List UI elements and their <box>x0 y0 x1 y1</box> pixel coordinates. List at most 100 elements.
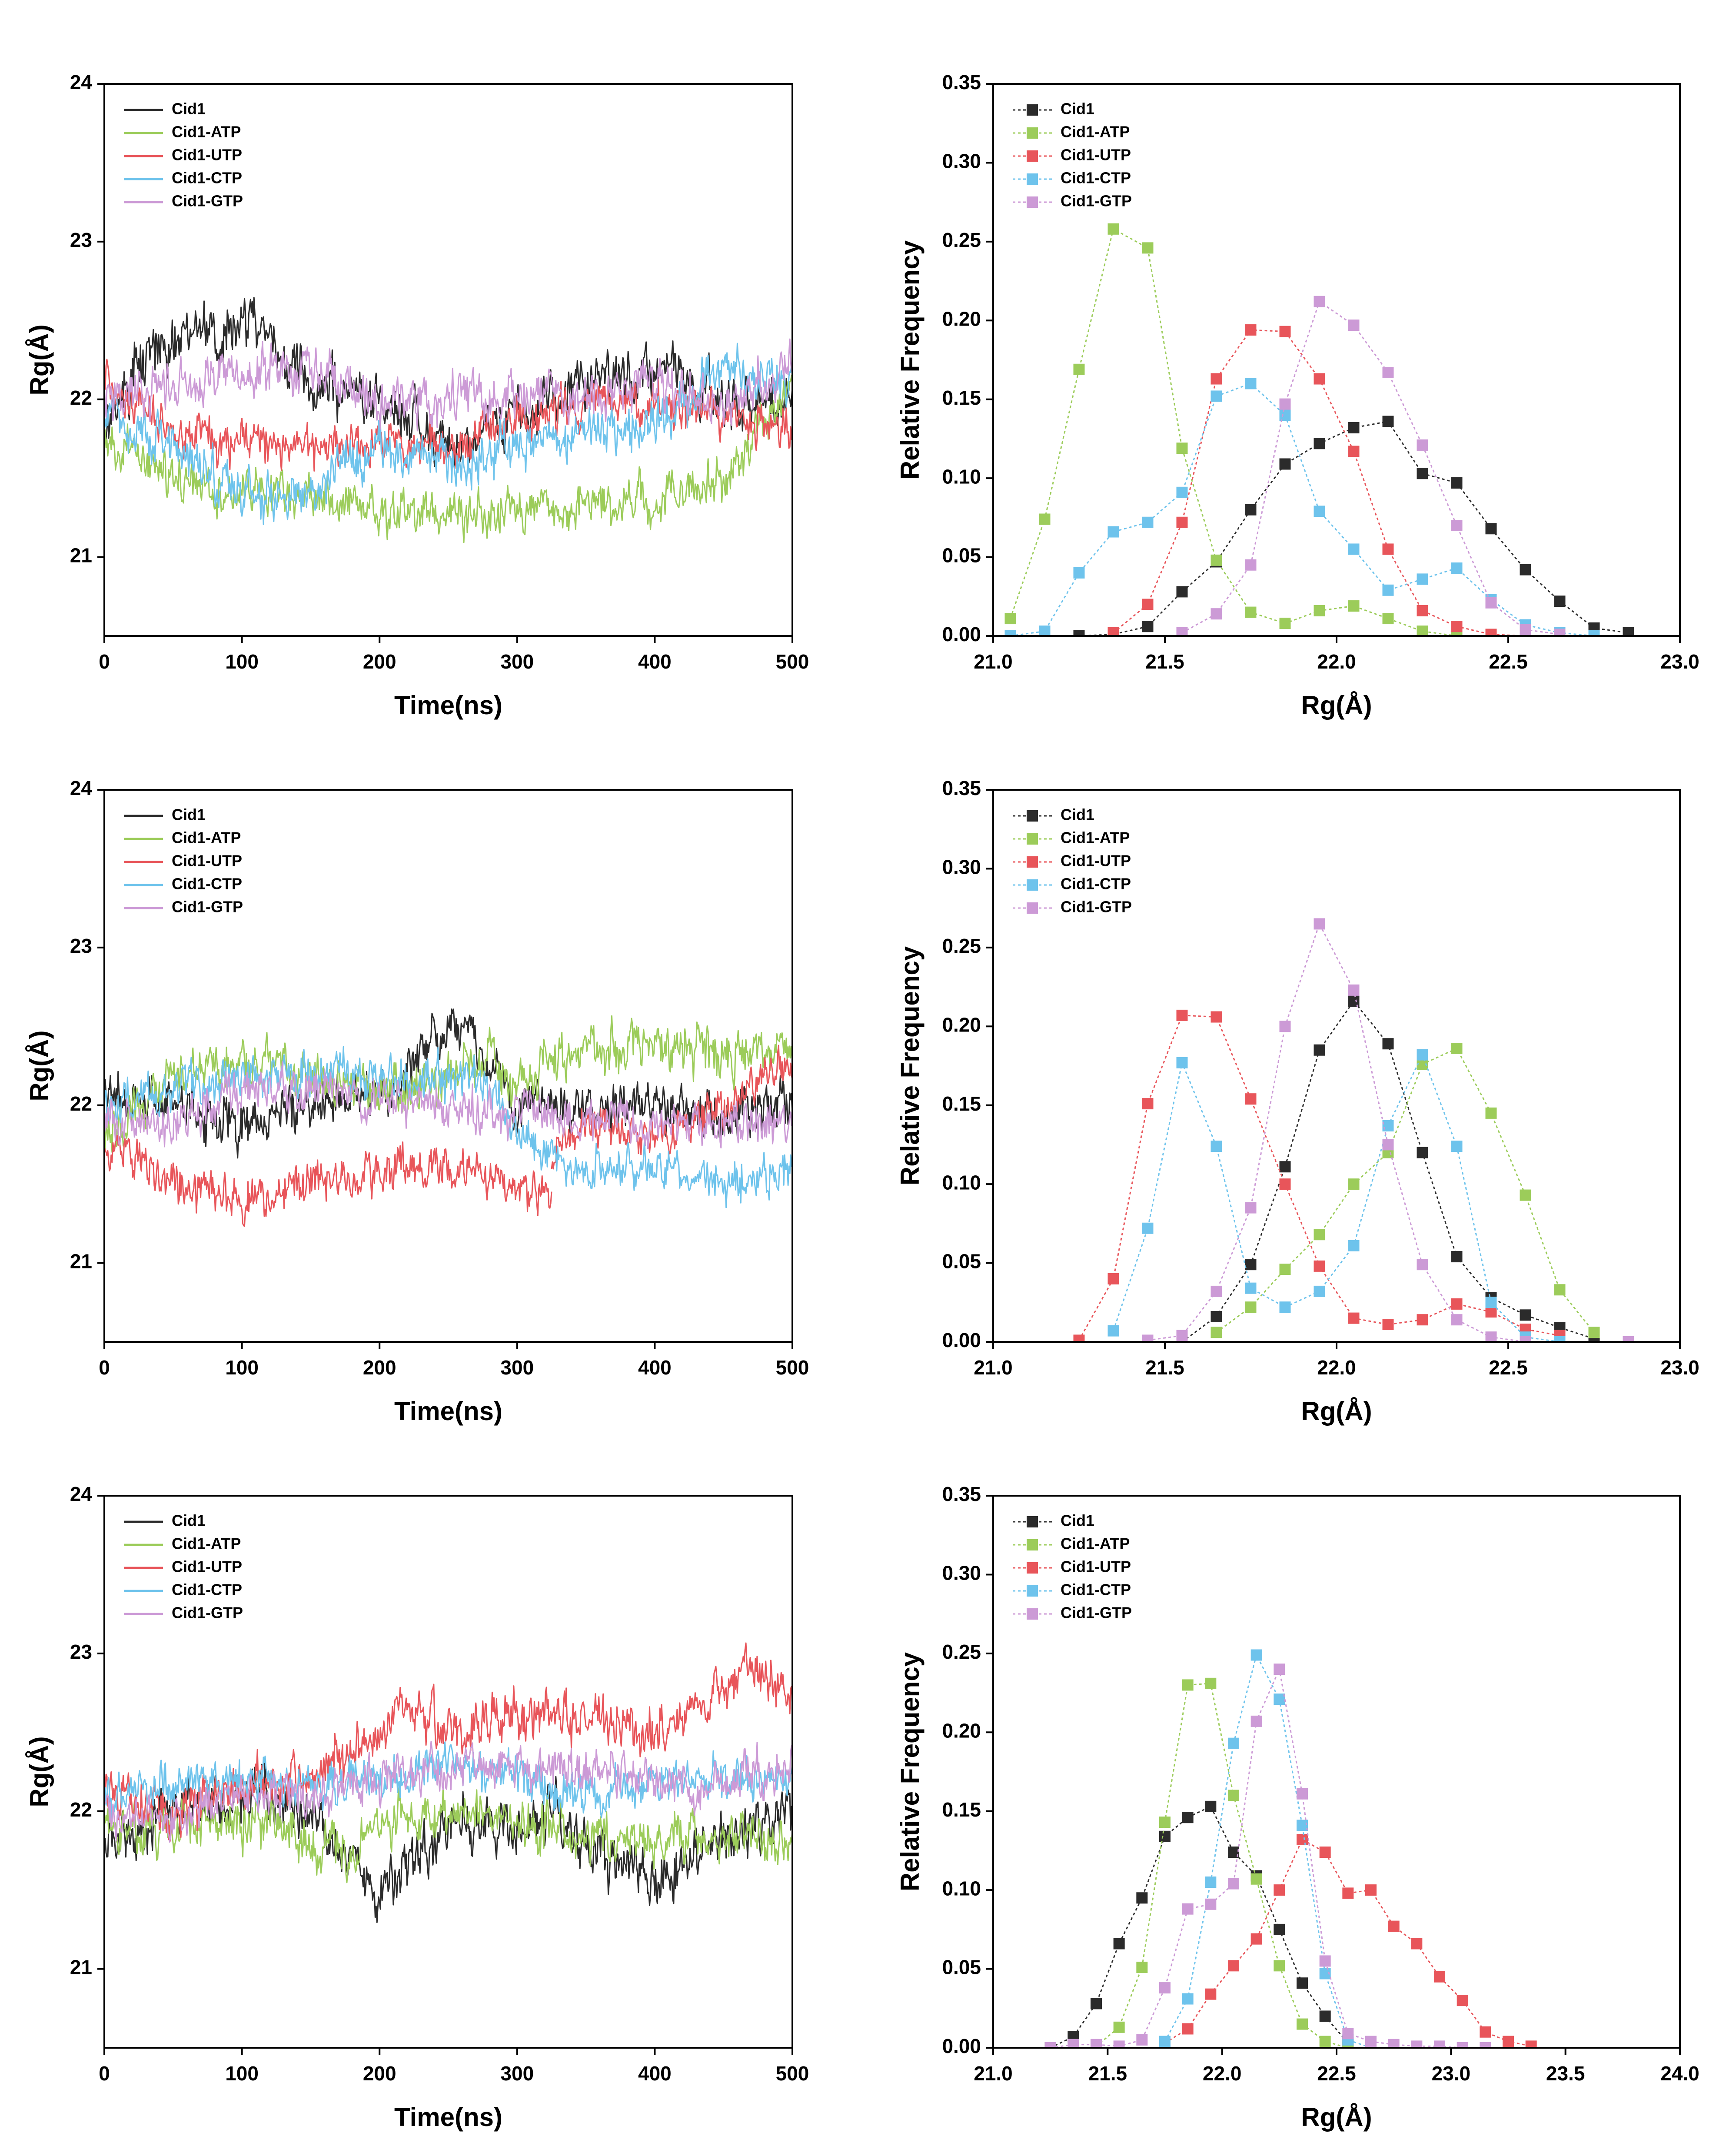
x-tick-label: 200 <box>363 650 396 673</box>
y-tick-label: 24 <box>70 1483 93 1505</box>
x-tick-label: 24.0 <box>1660 2062 1699 2085</box>
series-group <box>1073 918 1634 1342</box>
series-line-cid1-atp <box>1216 1048 1595 1333</box>
series-group <box>1004 223 1634 636</box>
legend-item: Cid1-ATP <box>1061 1535 1130 1553</box>
legend-item: Cid1-CTP <box>1061 875 1131 893</box>
data-point <box>1250 1873 1262 1885</box>
x-axis-title: Time(ns) <box>394 2103 502 2132</box>
legend-swatch-marker <box>1027 856 1038 868</box>
legend-swatch-marker <box>1027 196 1038 208</box>
data-point <box>1365 2036 1377 2047</box>
legend-item: Cid1-GTP <box>1061 898 1132 916</box>
data-point <box>1205 1677 1217 1689</box>
legend-item: Cid1 <box>172 1512 206 1530</box>
y-tick-label: 23 <box>70 1640 92 1663</box>
y-tick-label: 0.20 <box>942 1013 981 1036</box>
data-point <box>1279 458 1291 470</box>
x-tick-label: 22.5 <box>1317 2062 1356 2085</box>
x-tick-label: 21.5 <box>1088 2062 1127 2085</box>
data-point <box>1142 242 1154 254</box>
data-point <box>1348 422 1360 434</box>
data-point <box>1250 1933 1262 1945</box>
legend-swatch-marker <box>1027 150 1038 162</box>
y-tick-label: 0.35 <box>942 1483 981 1505</box>
data-point <box>1348 1178 1360 1190</box>
data-point <box>1348 1312 1360 1324</box>
y-tick-label: 0.20 <box>942 1719 981 1742</box>
y-axis-title: Rg(Å) <box>25 324 54 395</box>
data-point <box>1434 1971 1445 1983</box>
data-point <box>1205 1988 1217 2000</box>
data-point <box>1314 1285 1325 1297</box>
y-tick-label: 0.25 <box>942 935 981 957</box>
data-point <box>1142 599 1154 610</box>
series-trace-cid1-gtp <box>104 338 792 432</box>
x-axis-title: Time(ns) <box>394 691 502 720</box>
legend-item: Cid1 <box>1061 100 1094 118</box>
legend-item: Cid1-UTP <box>172 852 242 870</box>
series-group <box>104 1008 792 1227</box>
data-point <box>1091 1998 1102 2010</box>
y-tick-label: 0.15 <box>942 386 981 409</box>
y-tick-label: 0.00 <box>942 1329 981 1351</box>
legend: Cid1 Cid1-ATP Cid1-UTP Cid1-CTP Cid1-GTP <box>124 1512 243 1622</box>
y-tick-label: 0.30 <box>942 150 981 173</box>
data-point <box>1314 1260 1325 1272</box>
data-point <box>1182 1679 1194 1691</box>
legend-item: Cid1-GTP <box>1061 1604 1132 1622</box>
legend-item: Cid1-UTP <box>172 146 242 164</box>
legend-item: Cid1-ATP <box>172 1535 241 1553</box>
series-line-cid1-ctp <box>1010 383 1594 636</box>
y-tick-label: 0.15 <box>942 1798 981 1821</box>
legend-item: Cid1 <box>1061 806 1094 824</box>
plot-frame <box>992 1495 1681 2049</box>
data-point <box>1039 626 1051 636</box>
data-point <box>1279 398 1291 410</box>
data-point <box>1245 324 1257 336</box>
legend-item: Cid1-ATP <box>1061 123 1130 141</box>
legend-item: Cid1-ATP <box>172 829 241 847</box>
data-point <box>1245 1202 1257 1214</box>
series-line-cid1-gtp <box>1147 922 1629 1342</box>
x-tick-label: 400 <box>638 2062 672 2085</box>
x-tick-label: 500 <box>776 1356 809 1379</box>
x-tick-label: 0 <box>99 1356 110 1379</box>
series-trace-cid1-utp <box>104 1135 552 1227</box>
y-tick-label: 0.05 <box>942 544 981 567</box>
legend-swatch-marker <box>1027 127 1038 139</box>
legend-item: Cid1-ATP <box>172 123 241 141</box>
x-tick-label: 300 <box>500 1356 534 1379</box>
data-point <box>1342 2028 1354 2040</box>
data-point <box>1107 627 1119 636</box>
data-point <box>1245 1301 1257 1313</box>
x-tick-label: 22.0 <box>1317 650 1356 673</box>
x-tick-label: 300 <box>500 2062 534 2085</box>
data-point <box>1480 2042 1491 2048</box>
x-tick-label: 21.0 <box>974 650 1013 673</box>
legend: Cid1 Cid1-ATP Cid1-UTP Cid1-CTP Cid1-GTP <box>1013 100 1132 210</box>
data-point <box>1417 1259 1428 1271</box>
data-point <box>1250 1649 1262 1661</box>
legend-swatch-marker <box>1027 879 1038 891</box>
data-point <box>1319 1955 1331 1967</box>
data-point <box>1279 1161 1291 1173</box>
y-tick-label: 0.05 <box>942 1956 981 1979</box>
data-point <box>1382 367 1394 379</box>
data-point <box>1004 630 1016 636</box>
data-point <box>1297 1977 1308 1989</box>
legend-swatch-marker <box>1027 1539 1038 1550</box>
data-point <box>1297 1788 1308 1800</box>
data-point <box>1348 446 1360 457</box>
data-point <box>1451 1141 1463 1152</box>
data-point <box>1297 1820 1308 1831</box>
data-point <box>1319 2010 1331 2022</box>
chart-B-rg-hist: 21.0 21.5 22.0 22.5 23.0 0.00 0.05 0.10 0.15 0.20… <box>895 777 1699 1426</box>
data-point <box>1107 223 1119 235</box>
data-point <box>1451 1043 1463 1055</box>
y-tick-label: 0.10 <box>942 1171 981 1194</box>
x-tick-label: 200 <box>363 2062 396 2085</box>
data-point <box>1274 1664 1285 1675</box>
data-point <box>1159 1817 1171 1828</box>
legend: Cid1 Cid1-ATP Cid1-UTP Cid1-CTP Cid1-GTP <box>1013 1512 1132 1622</box>
